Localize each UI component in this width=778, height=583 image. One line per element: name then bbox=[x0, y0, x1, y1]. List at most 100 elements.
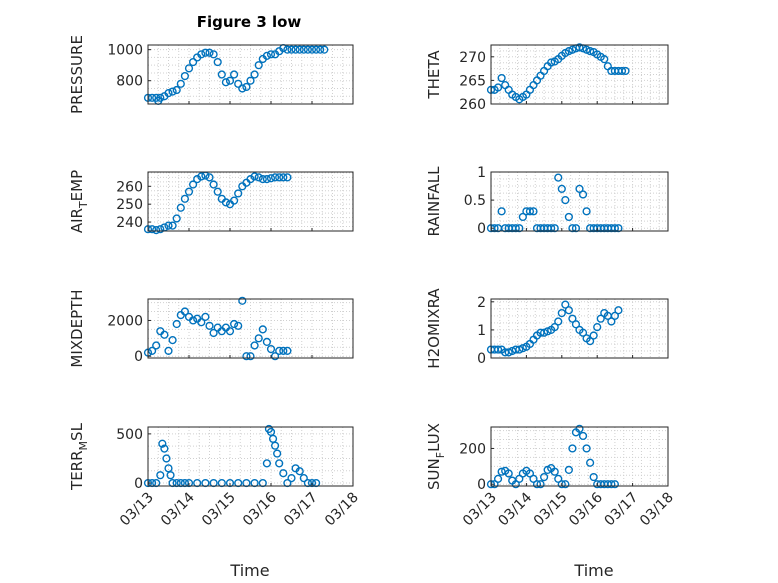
data-point bbox=[205, 321, 214, 330]
y-axis-label: MIXDEPTH bbox=[68, 289, 86, 367]
data-point bbox=[568, 224, 577, 233]
data-point bbox=[287, 45, 296, 54]
data-point bbox=[180, 194, 190, 203]
data-point bbox=[180, 307, 190, 316]
data-point bbox=[312, 45, 321, 54]
data-point bbox=[201, 312, 210, 321]
y-axis-label: AIRTEMP bbox=[68, 170, 90, 233]
y-tick-label: 0 bbox=[477, 477, 486, 493]
data-point bbox=[221, 78, 231, 87]
data-point bbox=[275, 459, 284, 468]
data-point bbox=[246, 352, 255, 361]
panel-mixdepth: 0 2000 MIXDEPTH bbox=[68, 289, 354, 368]
data-point bbox=[307, 45, 317, 54]
data-point bbox=[564, 212, 573, 222]
data-point bbox=[156, 93, 165, 102]
x-tick-label: 03/16 bbox=[240, 489, 280, 529]
y-tick-label: 260 bbox=[116, 179, 143, 195]
axes-frame bbox=[490, 44, 669, 105]
data-point bbox=[238, 84, 247, 93]
data-point bbox=[230, 196, 239, 205]
axes-frame bbox=[490, 298, 669, 359]
axes-frame bbox=[490, 171, 669, 232]
data-point bbox=[205, 48, 214, 57]
data-point bbox=[299, 474, 308, 483]
data-point bbox=[225, 327, 235, 336]
data-point bbox=[283, 346, 292, 355]
data-point bbox=[557, 480, 566, 489]
data-point bbox=[617, 66, 627, 76]
y-tick-label: 2000 bbox=[107, 313, 143, 329]
y-tick-label: 1000 bbox=[107, 43, 143, 59]
y-axis-label-suffix: SL bbox=[68, 422, 86, 441]
data-point bbox=[607, 480, 616, 489]
data-point bbox=[225, 76, 235, 85]
y-tick-label: 240 bbox=[116, 215, 143, 231]
data-point bbox=[279, 173, 288, 182]
data-point bbox=[525, 207, 535, 216]
data-point bbox=[266, 50, 276, 59]
data-point bbox=[586, 458, 595, 467]
data-point bbox=[254, 334, 263, 343]
data-point bbox=[230, 70, 239, 79]
data-point bbox=[320, 45, 329, 54]
y-axis-label: H2OMIXRA bbox=[425, 288, 443, 369]
data-point bbox=[582, 207, 591, 216]
data-point bbox=[164, 346, 173, 355]
data-point bbox=[148, 93, 157, 102]
data-point bbox=[316, 45, 325, 54]
data-point bbox=[172, 319, 181, 329]
data-point bbox=[234, 79, 243, 88]
data-point bbox=[258, 325, 267, 334]
data-point bbox=[493, 345, 503, 354]
x-tick-label: 03/13 bbox=[117, 490, 157, 530]
data-point bbox=[262, 51, 272, 60]
data-point bbox=[303, 45, 313, 54]
data-point bbox=[152, 341, 161, 350]
x-tick-label: 03/17 bbox=[602, 490, 642, 530]
y-tick-label: 250 bbox=[116, 197, 143, 213]
data-point bbox=[158, 439, 167, 448]
data-point bbox=[554, 317, 563, 326]
data-point bbox=[578, 328, 588, 337]
panel-pressure: 800 1000 PRESSURE bbox=[68, 35, 354, 114]
data-point bbox=[295, 467, 304, 476]
data-point bbox=[536, 480, 545, 489]
data-point bbox=[262, 175, 272, 184]
y-axis-label-subscript: T bbox=[77, 201, 90, 209]
y-tick-label: 0 bbox=[477, 221, 486, 237]
data-point bbox=[291, 45, 300, 54]
data-point bbox=[162, 454, 171, 463]
x-tick-label: 03/15 bbox=[199, 490, 239, 530]
x-tick-label: 03/17 bbox=[281, 490, 321, 530]
data-point bbox=[578, 190, 588, 199]
panel-h2omixra: 0 1 2 H2OMIXRA bbox=[425, 288, 669, 369]
data-point bbox=[234, 189, 243, 198]
data-point bbox=[242, 82, 251, 92]
y-axis-label-suffix: LUX bbox=[425, 423, 443, 452]
data-point bbox=[160, 330, 169, 339]
data-point bbox=[213, 57, 222, 67]
x-axis-label-left: Time bbox=[229, 561, 269, 580]
data-point bbox=[201, 48, 210, 57]
data-point bbox=[250, 341, 259, 350]
data-point bbox=[168, 221, 177, 230]
data-point bbox=[547, 224, 556, 233]
y-tick-label: 200 bbox=[459, 441, 486, 457]
data-point bbox=[197, 172, 206, 181]
data-point bbox=[287, 474, 296, 483]
data-point bbox=[557, 184, 566, 193]
plot-area bbox=[491, 299, 668, 358]
y-axis-label-suffix: EMP bbox=[68, 170, 86, 201]
axes-frame bbox=[147, 426, 354, 487]
data-point bbox=[258, 175, 267, 184]
data-point bbox=[172, 85, 181, 95]
y-axis-label: THETA bbox=[425, 50, 443, 100]
data-point bbox=[205, 173, 214, 182]
data-point bbox=[550, 224, 559, 233]
data-point bbox=[271, 173, 280, 182]
data-point bbox=[539, 472, 549, 482]
data-point bbox=[242, 352, 251, 361]
data-point bbox=[586, 47, 595, 56]
